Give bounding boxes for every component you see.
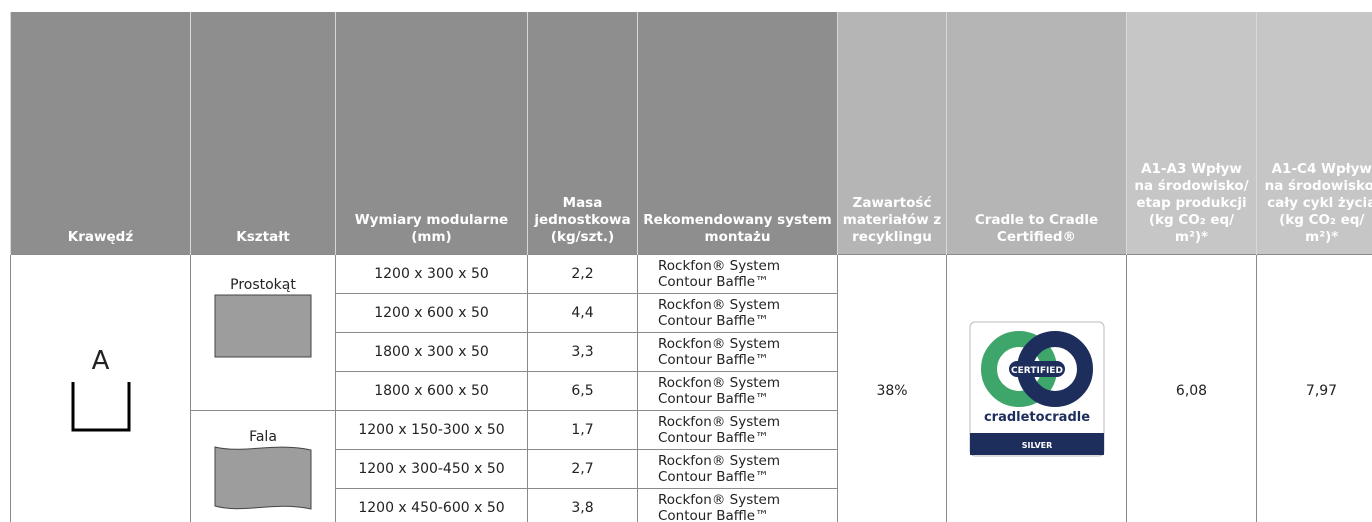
shape-label: Fala (249, 429, 277, 445)
certification-cell: CERTIFIED cradletocradle SILVER (946, 254, 1127, 522)
dimension-cell: 1200 x 300-450 x 50 (335, 449, 528, 489)
level-band (969, 433, 1104, 455)
system-text: Rockfon® System Contour Baffle™ (658, 492, 780, 522)
header-cell: Masa jednostkowa (kg/szt.) (527, 12, 638, 255)
header-cell: Cradle to Cradle Certified® (946, 12, 1127, 255)
cradle-logo: CERTIFIED cradletocradle SILVER (969, 321, 1104, 457)
mass-cell: 6,5 (527, 371, 638, 411)
header-cell: A1-C4 Wpływ na środowisko/ cały cykl życ… (1256, 12, 1372, 255)
dimension-cell: 1200 x 600 x 50 (335, 293, 528, 333)
system-cell: Rockfon® System Contour Baffle™ (637, 332, 838, 372)
table-row: A Prostokąt 1200 x 300 x 50 2,2 Rockfon® Sys… (10, 254, 1372, 522)
mass-cell: 4,4 (527, 293, 638, 333)
system-cell: Rockfon® System Contour Baffle™ (637, 410, 838, 450)
shape-cell: Fala (190, 410, 336, 522)
system-cell: Rockfon® System Contour Baffle™ (637, 449, 838, 489)
shape-outline (214, 294, 312, 358)
recycled-cell: 38% (837, 254, 947, 522)
table-row: 1800 x 300 x 50 3,3 Rockfon® System Contou… (11, 332, 1372, 372)
system-cell: Rockfon® System Contour Baffle™ (637, 371, 838, 411)
mass-cell: 2,7 (527, 449, 638, 489)
edge-label: A (91, 346, 110, 376)
system-cell: Rockfon® System Contour Baffle™ (637, 254, 838, 294)
dimension-cell: 1800 x 300 x 50 (335, 332, 528, 372)
header-row: Krawędź Kształt Wymiary modularne (mm) Masa… (10, 12, 1372, 255)
a1c4-cell: 7,97 (1256, 254, 1372, 522)
mass-cell: 2,2 (527, 254, 638, 294)
header-cell: Krawędź (10, 12, 191, 255)
header-cell: A1-A3 Wpływ na środowisko/ etap produkcj… (1126, 12, 1257, 255)
header-cell: Rekomendowany system montażu (637, 12, 838, 255)
brand-text: cradletocradle (983, 410, 1089, 425)
system-text: Rockfon® System Contour Baffle™ (658, 297, 780, 329)
system-cell: Rockfon® System Contour Baffle™ (637, 488, 838, 522)
dimension-cell: 1200 x 300 x 50 (335, 254, 528, 294)
badge-bg (1008, 361, 1065, 377)
system-text: Rockfon® System Contour Baffle™ (658, 414, 780, 446)
header-cell: Wymiary modularne (mm) (335, 12, 528, 255)
a1a3-cell: 6,08 (1126, 254, 1257, 522)
system-text: Rockfon® System Contour Baffle™ (658, 258, 780, 290)
system-text: Rockfon® System Contour Baffle™ (658, 375, 780, 407)
dimension-cell: 1200 x 450-600 x 50 (335, 488, 528, 522)
dimension-cell: 1200 x 150-300 x 50 (335, 410, 528, 450)
table-row: Fala 1200 x 150-300 x 50 1,7 Rockfon® Syste… (11, 410, 1372, 522)
system-text: Rockfon® System Contour Baffle™ (658, 453, 780, 485)
shape-label: Prostokąt (230, 277, 296, 293)
table-row: 1200 x 600 x 50 4,4 Rockfon® System Contou… (11, 293, 1372, 333)
shape-icon (214, 446, 312, 510)
product-table: Krawędź Kształt Wymiary modularne (mm) Masa… (10, 12, 1372, 522)
mass-cell: 3,3 (527, 332, 638, 372)
badge-text: CERTIFIED (1011, 366, 1063, 376)
level-text: SILVER (1021, 441, 1052, 450)
header-cell: Zawartość materiałów z recyklingu (837, 12, 947, 255)
table-body: A Prostokąt 1200 x 300 x 50 2,2 Rockfon® Sys… (10, 254, 1372, 522)
shape-icon (214, 294, 312, 358)
edge-profile (71, 382, 130, 432)
table-row: 1800 x 600 x 50 6,5 Rockfon® System Contou… (11, 371, 1372, 411)
system-cell: Rockfon® System Contour Baffle™ (637, 293, 838, 333)
table-row: 1200 x 450-600 x 50 3,8 Rockfon® System Co… (11, 488, 1372, 522)
shape-outline (214, 446, 312, 510)
mass-cell: 3,8 (527, 488, 638, 522)
header-cell: Kształt (190, 12, 336, 255)
edge-icon (71, 382, 130, 432)
dimension-cell: 1800 x 600 x 50 (335, 371, 528, 411)
table-row: 1200 x 300-450 x 50 2,7 Rockfon® System Co… (11, 449, 1372, 489)
system-text: Rockfon® System Contour Baffle™ (658, 336, 780, 368)
edge-cell: A (10, 254, 191, 522)
mass-cell: 1,7 (527, 410, 638, 450)
shape-cell: Prostokąt (190, 254, 336, 411)
